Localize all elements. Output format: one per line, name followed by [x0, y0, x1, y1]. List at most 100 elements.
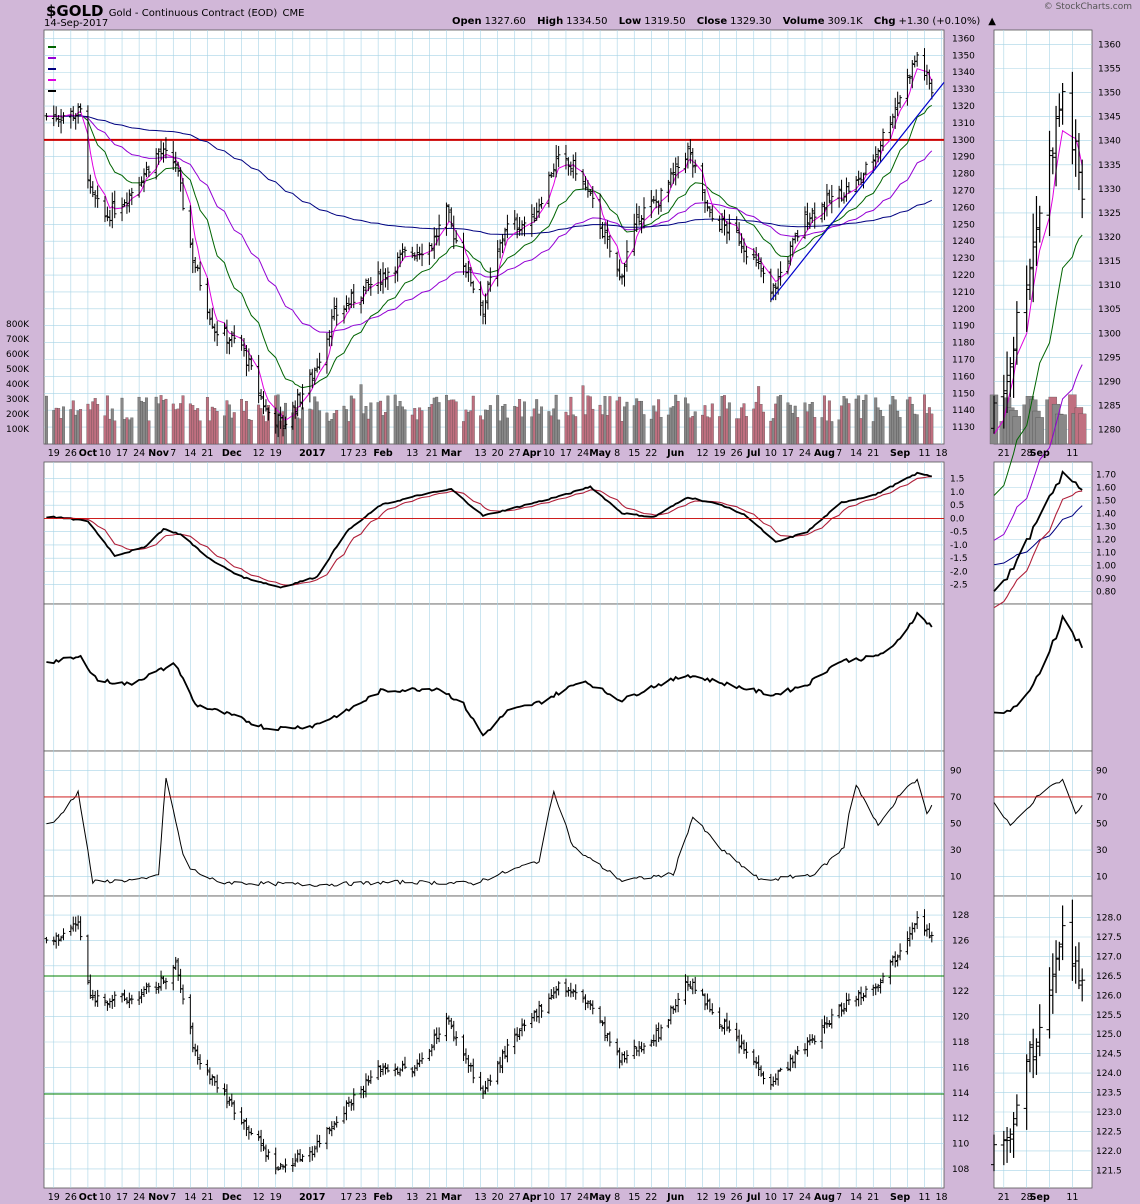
- zoom-gld-tick-label: 126.0: [1096, 991, 1122, 1001]
- volume-bar: [879, 410, 883, 445]
- volume-bar: [603, 396, 607, 445]
- pmo-tick-label: 1.5: [950, 475, 964, 485]
- volume-bar: [105, 395, 109, 445]
- zoom-pmo-tick-label: 1.20: [1096, 536, 1116, 546]
- volume-bar-zoom: [1058, 414, 1067, 445]
- x-axis-label: 10: [765, 448, 777, 459]
- x-axis-label: 24: [133, 448, 145, 459]
- sctr-tick-label: 50: [950, 820, 962, 830]
- price-tick-label: 1190: [952, 322, 975, 332]
- x-axis-label: Feb: [373, 448, 393, 459]
- volume-bar: [240, 399, 244, 445]
- volume-bar: [76, 410, 80, 445]
- volume-bar: [401, 406, 404, 445]
- pmo-signal-line-zoom: [993, 490, 1083, 609]
- volume-bar: [223, 415, 226, 445]
- x-axis-label: 10: [765, 1192, 777, 1203]
- x-axis-label: Oct: [79, 448, 98, 459]
- volume-bar: [618, 396, 622, 445]
- pmo-signal-line: [46, 476, 932, 586]
- volume-bar: [701, 414, 704, 445]
- volume-bar: [608, 396, 612, 445]
- volume-bar: [113, 420, 117, 445]
- volume-bar: [249, 419, 253, 445]
- volume-bar: [659, 417, 663, 445]
- volume-bar: [735, 418, 739, 445]
- volume-bar: [771, 418, 775, 445]
- zoom-x-axis-label: 28: [1021, 448, 1033, 459]
- volume-bar: [623, 406, 626, 445]
- volume-bar: [871, 421, 875, 445]
- gld-tick-label: 114: [952, 1089, 969, 1099]
- volume-bar: [410, 414, 414, 445]
- change-value: +1.30 (+0.10%): [898, 16, 981, 27]
- x-axis-label: 7: [836, 1192, 842, 1203]
- volume-bar: [352, 398, 356, 445]
- high-value: 1334.50: [566, 16, 608, 27]
- volume-bar: [676, 401, 680, 445]
- pmo-tick-label: -1.0: [950, 541, 968, 551]
- volume-bar: [637, 400, 641, 445]
- volume-bar: [88, 409, 92, 445]
- volume-bar: [581, 385, 585, 445]
- zoom-price-tick-label: 1310: [1098, 281, 1121, 291]
- zoom-gld-tick-label: 125.0: [1096, 1030, 1122, 1040]
- x-axis-label: 7: [836, 448, 842, 459]
- volume-bar: [244, 400, 248, 445]
- volume-bar: [471, 395, 475, 445]
- price-tick-label: 1310: [952, 119, 975, 129]
- x-axis-label: Mar: [441, 1192, 462, 1203]
- gld-tick-label: 124: [952, 962, 969, 972]
- volume-bar: [57, 408, 61, 445]
- volume-bar: [52, 410, 56, 445]
- pmo-tick-label: 0.0: [950, 514, 965, 524]
- gld-tick-label: 128: [952, 911, 969, 921]
- zoom-price-tick-label: 1335: [1098, 161, 1121, 171]
- volume-bar: [144, 397, 148, 445]
- volume-bar: [776, 396, 780, 445]
- grid-lines: [44, 30, 1092, 1188]
- volume-bar: [693, 411, 697, 445]
- x-axis-label: 24: [577, 448, 589, 459]
- volume-bar: [313, 396, 317, 445]
- zoom-pmo-tick-label: 0.90: [1096, 575, 1116, 585]
- volume-bar: [232, 412, 236, 445]
- price-tick-label: 1290: [952, 153, 975, 163]
- volume-bar: [318, 410, 322, 445]
- chart-header: $GOLD Gold - Continuous Contract (EOD) C…: [0, 0, 1140, 30]
- x-axis-label: 23: [355, 1192, 367, 1203]
- zoom-gld-tick-label: 122.0: [1096, 1147, 1122, 1157]
- price-tick-label: 1220: [952, 271, 975, 281]
- x-axis-label: 21: [867, 448, 879, 459]
- gld-tick-label: 110: [952, 1140, 969, 1150]
- x-axis-label: Jul: [746, 1192, 761, 1203]
- volume-bar: [69, 409, 73, 445]
- volume-bar: [535, 399, 539, 445]
- legend-swatch: [48, 46, 56, 48]
- volume-bar: [498, 420, 502, 445]
- volume-bar: [601, 414, 604, 445]
- volume-bar: [179, 403, 183, 445]
- price-tick-label: 1210: [952, 288, 975, 298]
- x-axis-label: 19: [48, 448, 60, 459]
- volume-bar: [703, 405, 707, 445]
- volume-bar: [930, 413, 934, 445]
- volume-bar: [501, 405, 504, 445]
- volume-bar: [369, 402, 373, 445]
- price-bars: [44, 48, 1086, 438]
- volume-bar: [362, 413, 365, 445]
- volume-bar: [888, 404, 892, 445]
- volume-bar: [754, 401, 758, 445]
- volume-bar: [349, 395, 353, 445]
- x-axis-label: 26: [65, 448, 77, 459]
- pmo-line: [46, 471, 932, 589]
- x-axis-label: 24: [799, 1192, 811, 1203]
- gld-tick-label: 112: [952, 1114, 969, 1124]
- volume-bar: [259, 408, 263, 445]
- zoom-gld-tick-label: 128.0: [1096, 914, 1122, 924]
- volume-bar: [242, 410, 246, 445]
- volume-bar: [657, 399, 661, 445]
- change-arrow-icon: ▲: [988, 16, 996, 27]
- volume-bar: [571, 414, 575, 445]
